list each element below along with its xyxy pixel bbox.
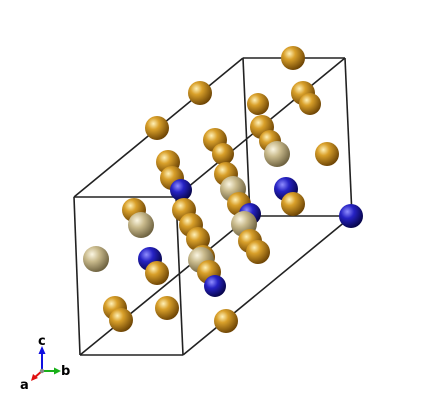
cell-edge bbox=[344, 57, 353, 217]
atom-gold bbox=[246, 240, 270, 264]
cell-edge bbox=[242, 57, 251, 217]
atom-gold bbox=[247, 93, 269, 115]
atom-gold bbox=[145, 261, 169, 285]
atom-beige bbox=[264, 141, 290, 167]
cell-edge bbox=[73, 196, 81, 356]
atom-gold bbox=[145, 116, 169, 140]
atom-gold bbox=[315, 142, 339, 166]
atom-gold bbox=[188, 81, 212, 105]
atom-gold bbox=[186, 227, 210, 251]
axis-a-arrowhead bbox=[31, 374, 38, 381]
axis-c-arrowhead bbox=[38, 346, 46, 354]
atom-beige bbox=[83, 246, 109, 272]
atom-blue bbox=[170, 179, 192, 201]
atom-beige bbox=[128, 212, 154, 238]
axis-b-label: b bbox=[61, 364, 70, 379]
atom-gold bbox=[281, 46, 305, 70]
axis-a-label: a bbox=[20, 378, 29, 393]
atom-blue bbox=[339, 204, 363, 228]
atom-gold bbox=[281, 192, 305, 216]
cell-edge bbox=[79, 215, 251, 356]
atom-gold bbox=[155, 296, 179, 320]
axis-triad: c b a bbox=[20, 334, 70, 393]
axis-b-arrowhead bbox=[54, 367, 61, 375]
cell-edge bbox=[182, 215, 353, 356]
atom-gold bbox=[299, 93, 321, 115]
atom-gold bbox=[109, 308, 133, 332]
atom-gold bbox=[214, 309, 238, 333]
atoms bbox=[83, 46, 363, 333]
axis-c-label: c bbox=[38, 334, 46, 349]
cell-edge bbox=[175, 196, 184, 356]
axis-origin bbox=[39, 368, 45, 374]
atom-gold bbox=[212, 143, 234, 165]
atom-blue bbox=[204, 275, 226, 297]
